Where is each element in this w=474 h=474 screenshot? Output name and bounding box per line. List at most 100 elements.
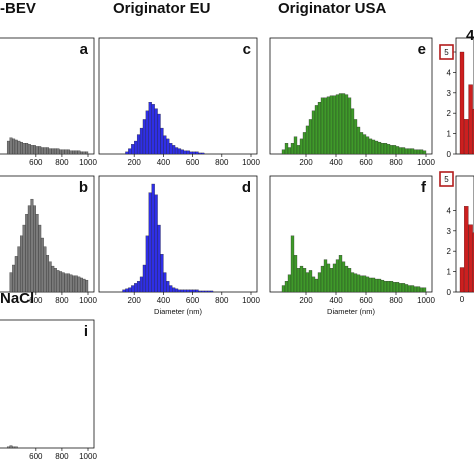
bar (314, 278, 319, 293)
x-tick-label: 600 (359, 296, 373, 305)
bar (74, 275, 78, 293)
panel-h: 0 1 2 3 4 5 0 (439, 171, 474, 304)
bar (459, 267, 465, 293)
bar (281, 149, 286, 155)
bar (33, 205, 36, 293)
bar (422, 150, 427, 155)
bar (380, 143, 385, 155)
bar (142, 264, 147, 293)
bar (464, 119, 469, 155)
bar (12, 446, 16, 449)
bar (166, 281, 170, 293)
bar (134, 283, 138, 293)
bar (407, 285, 412, 293)
bar (174, 147, 179, 155)
bar (35, 146, 39, 155)
bar (398, 147, 403, 155)
bar (314, 105, 319, 155)
bar (163, 135, 167, 155)
bar (359, 275, 364, 293)
bar (317, 272, 322, 293)
bar (356, 126, 361, 155)
bar (195, 289, 199, 293)
bar (344, 265, 349, 293)
bar (151, 104, 155, 155)
bar (53, 148, 57, 155)
x-tick-label: 200 (299, 296, 313, 305)
bar (177, 148, 182, 155)
bar (468, 224, 473, 293)
panel-letter: i (84, 323, 88, 340)
bar (323, 97, 328, 155)
x-tick-label: 400 (157, 158, 171, 167)
bar (350, 272, 355, 293)
bar (189, 289, 193, 293)
panel-e: 200 400 600 800 1000 e (269, 37, 435, 167)
bar (125, 151, 129, 155)
bar (380, 279, 385, 293)
bar (183, 150, 187, 155)
bar (404, 284, 409, 293)
bar (293, 255, 298, 293)
x-tick-label: 400 (157, 296, 171, 305)
x-tick-label: 1000 (417, 158, 435, 167)
bar (163, 272, 167, 293)
bar (329, 268, 334, 293)
bar (131, 285, 135, 293)
bar (326, 263, 331, 293)
bar (14, 139, 18, 155)
x-tick-label: 1000 (79, 452, 97, 461)
bar (459, 51, 465, 155)
panel-f: 200 400 600 800 1000 Diameter (nm) f (269, 175, 435, 316)
highlight-label: 5 (444, 175, 449, 184)
bar (407, 148, 412, 155)
x-tick-label: 0 (460, 295, 465, 304)
bar (386, 144, 391, 155)
bar (326, 96, 331, 155)
x-tick-label: 200 (128, 158, 142, 167)
bar (338, 93, 343, 155)
bar (395, 282, 400, 293)
bar (296, 268, 301, 293)
panel-letter: c (243, 41, 251, 58)
bar (371, 277, 376, 293)
bar (365, 136, 370, 155)
bar (180, 149, 184, 155)
bar (347, 97, 352, 155)
bar (296, 145, 301, 155)
bar (22, 143, 26, 155)
x-tick-label: 600 (29, 296, 43, 305)
bar (377, 278, 382, 293)
bar (77, 150, 81, 155)
y-tick-label: 2 (447, 109, 452, 118)
bar (174, 288, 179, 293)
x-tick-label: 400 (329, 296, 343, 305)
bar (17, 246, 21, 293)
bar (192, 151, 196, 155)
bar (148, 102, 152, 155)
bar (177, 289, 182, 293)
x-tick-label: 1000 (79, 158, 97, 167)
bar (320, 265, 325, 293)
panel-frame (98, 175, 258, 293)
bar (344, 94, 349, 155)
bar (48, 148, 52, 155)
bar (40, 237, 44, 293)
panel-letter: d (242, 179, 251, 196)
bar (157, 224, 161, 293)
bar (69, 150, 73, 155)
bar (38, 146, 42, 155)
bar (25, 143, 29, 155)
bar (128, 148, 132, 155)
panel-c: 200 400 600 800 1000 c (98, 37, 260, 167)
bar (186, 289, 190, 293)
bar (398, 283, 403, 293)
bar (30, 198, 34, 293)
bar (201, 290, 205, 293)
bar (201, 152, 205, 155)
bar (320, 97, 325, 155)
x-tick-label: 200 (299, 158, 313, 167)
bar (9, 272, 13, 293)
bar (293, 136, 298, 155)
